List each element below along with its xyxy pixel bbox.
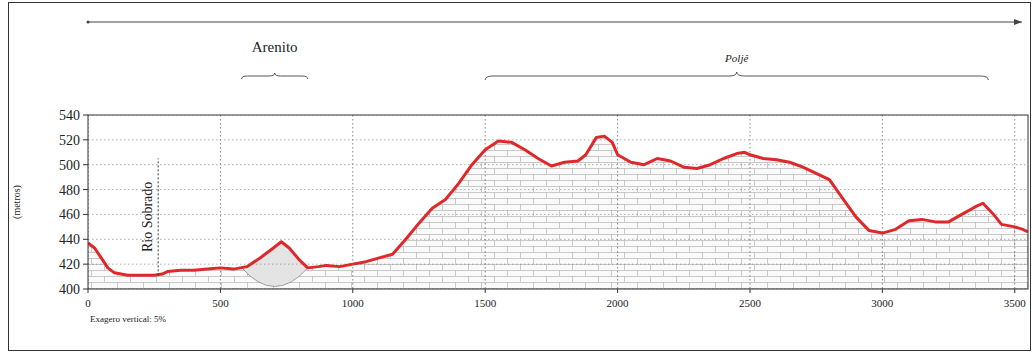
grid-line-y (88, 214, 1028, 215)
x-tick (617, 289, 618, 293)
y-tick-label: 480 (59, 183, 80, 198)
chart: 400 420 440 460 480 500 520 540 0 500 1000 1500 2000… (0, 0, 1032, 353)
distance-arrow (88, 22, 1022, 23)
y-tick-label: 500 (59, 158, 80, 173)
plot-area (88, 115, 1028, 289)
polje-label: Poljê (724, 52, 748, 64)
profile-line (88, 136, 1028, 275)
x-tick (1014, 289, 1015, 293)
grid-line-x (882, 115, 883, 289)
x-tick (88, 289, 89, 293)
x-tick (352, 289, 353, 293)
x-tick-label: 0 (85, 297, 91, 309)
y-tick-label: 460 (59, 207, 80, 222)
grid-line-x (617, 115, 618, 289)
arenito-label: Arenito (252, 39, 298, 55)
y-tick-label: 520 (59, 133, 80, 148)
grid-line-x (485, 115, 486, 289)
y-axis-label: (metros) (11, 185, 23, 219)
y-tick (83, 289, 88, 290)
grid-line-x (1014, 115, 1015, 289)
y-tick (83, 164, 88, 165)
grid-line-y (88, 264, 1028, 265)
vertical-exaggeration-note: Exagero vertical: 5% (90, 314, 166, 324)
x-tick (749, 289, 750, 293)
x-tick (882, 289, 883, 293)
x-tick-label: 1500 (474, 297, 497, 309)
y-tick (83, 189, 88, 190)
river-marker (158, 159, 159, 276)
figure-border (9, 3, 1031, 351)
y-tick-label: 540 (59, 108, 80, 123)
polje-brace (485, 72, 988, 80)
y-tick (83, 214, 88, 215)
x-tick-label: 500 (212, 297, 229, 309)
y-tick (83, 264, 88, 265)
arrow-head (1014, 19, 1022, 25)
x-tick-label: 3500 (1004, 297, 1027, 309)
river-label: Rio Sobrado (140, 182, 155, 252)
x-tick-label: 1000 (342, 297, 365, 309)
grid-line-y (88, 139, 1028, 140)
x-tick-label: 2500 (739, 297, 762, 309)
grid-line-x (220, 115, 221, 289)
y-tick (83, 115, 88, 116)
arrow-start (87, 21, 90, 24)
arenito-brace (242, 73, 308, 79)
y-tick (83, 239, 88, 240)
limestone-area (88, 136, 1028, 289)
plot-frame (88, 115, 1028, 289)
x-tick-label: 2000 (607, 297, 630, 309)
y-tick-label: 420 (59, 257, 80, 272)
x-tick-label: 3000 (871, 297, 894, 309)
grid-line-y (88, 239, 1028, 240)
y-tick (83, 139, 88, 140)
x-tick (485, 289, 486, 293)
grid-line-x (749, 115, 750, 289)
y-tick-label: 400 (59, 282, 80, 297)
y-tick-label: 440 (59, 232, 80, 247)
grid-line-y (88, 189, 1028, 190)
x-tick (220, 289, 221, 293)
